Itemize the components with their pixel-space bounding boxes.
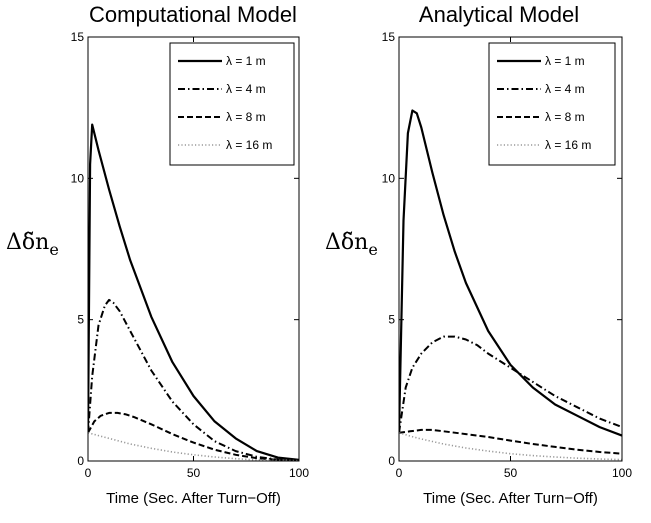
y-tick-label: 15: [71, 30, 85, 44]
y-tick-label: 5: [77, 313, 84, 327]
legend-label-2: λ = 4 m: [226, 82, 266, 96]
legend-label-4: λ = 16 m: [226, 138, 272, 152]
legend: λ = 1 m λ = 4 m λ = 8 m λ = 16 m: [489, 43, 615, 165]
y-tick-label: 0: [77, 454, 84, 468]
y-tick-label: 10: [71, 171, 85, 185]
legend-label-1: λ = 1 m: [226, 54, 266, 68]
y-axis-label-main: Δδ̃n: [6, 230, 49, 255]
legend-label-3: λ = 8 m: [226, 110, 266, 124]
y-axis-label-subscript: e: [49, 240, 58, 259]
y-axis-label-subscript: e: [368, 240, 377, 259]
chart-title: Computational Model: [89, 2, 297, 27]
x-tick-label: 100: [289, 466, 309, 480]
x-tick-label: 0: [85, 466, 92, 480]
y-tick-label: 15: [382, 30, 396, 44]
x-axis-label: Time (Sec. After Turn−Off): [423, 490, 598, 507]
y-tick-label: 5: [388, 313, 395, 327]
legend-label-2: λ = 4 m: [545, 82, 585, 96]
x-tick-label: 50: [187, 466, 201, 480]
legend-label-4: λ = 16 m: [545, 138, 591, 152]
chart-title: Analytical Model: [419, 2, 579, 27]
legend: λ = 1 m λ = 4 m λ = 8 m λ = 16 m: [170, 43, 294, 165]
legend-label-3: λ = 8 m: [545, 110, 585, 124]
x-tick-label: 100: [612, 466, 632, 480]
y-tick-label: 0: [388, 454, 395, 468]
y-tick-label: 10: [382, 171, 396, 185]
x-tick-label: 0: [396, 466, 403, 480]
y-axis-label-main: Δδ̃n: [325, 230, 368, 255]
x-tick-label: 50: [504, 466, 518, 480]
legend-label-1: λ = 1 m: [545, 54, 585, 68]
x-axis-label: Time (Sec. After Turn−Off): [106, 490, 281, 507]
